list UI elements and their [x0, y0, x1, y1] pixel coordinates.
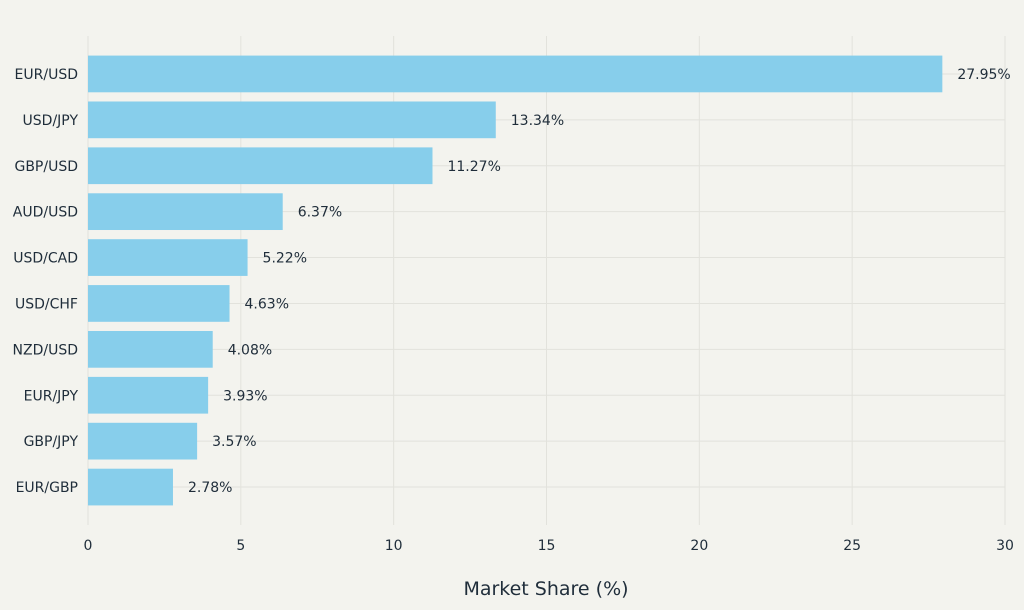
- bar-usd-cad: [88, 239, 248, 276]
- x-tick-label: 25: [843, 538, 861, 554]
- category-label: GBP/JPY: [24, 434, 79, 450]
- bars: [88, 55, 943, 506]
- category-label: NZD/USD: [13, 342, 78, 358]
- x-tick-label: 5: [236, 538, 245, 554]
- category-label: USD/CHF: [15, 296, 78, 312]
- value-label: 27.95%: [957, 67, 1010, 83]
- value-label: 4.63%: [245, 296, 289, 312]
- category-label: EUR/USD: [15, 67, 78, 83]
- bar-usd-jpy: [88, 101, 496, 139]
- category-label: USD/JPY: [23, 113, 79, 129]
- category-label: AUD/USD: [13, 205, 78, 221]
- value-label: 5.22%: [263, 251, 307, 267]
- value-label: 11.27%: [447, 159, 500, 175]
- x-tick-label: 10: [385, 538, 403, 554]
- bar-nzd-usd: [88, 330, 213, 368]
- value-label: 3.93%: [223, 388, 267, 404]
- x-tick-label: 20: [690, 538, 708, 554]
- value-labels: 27.95% 13.34% 11.27% 6.37% 5.22% 4.63% 4.08% 3.…: [188, 67, 1011, 496]
- bar-usd-chf: [88, 285, 230, 322]
- category-label: USD/CAD: [13, 251, 78, 267]
- value-label: 2.78%: [188, 480, 232, 496]
- category-label: EUR/JPY: [24, 388, 79, 404]
- category-label: EUR/GBP: [16, 480, 78, 496]
- x-tick-label: 0: [84, 538, 93, 554]
- bar-gbp-usd: [88, 147, 433, 185]
- category-labels: EUR/USD USD/JPY GBP/USD AUD/USD USD/CAD USD/C…: [13, 67, 79, 496]
- value-label: 6.37%: [298, 205, 342, 221]
- x-tick-label: 15: [538, 538, 556, 554]
- bar-eur-usd: [88, 55, 943, 93]
- x-tick-label: 30: [996, 538, 1014, 554]
- bar-eur-gbp: [88, 468, 173, 506]
- category-label: GBP/USD: [14, 159, 78, 175]
- value-label: 13.34%: [511, 113, 564, 129]
- x-axis-tick-labels: 0 5 10 15 20 25 30: [84, 538, 1014, 554]
- x-axis-title: Market Share (%): [463, 578, 628, 600]
- bar-eur-jpy: [88, 376, 209, 414]
- value-label: 4.08%: [228, 342, 272, 358]
- bar-gbp-jpy: [88, 422, 198, 460]
- value-label: 3.57%: [212, 434, 256, 450]
- bar-aud-usd: [88, 193, 283, 231]
